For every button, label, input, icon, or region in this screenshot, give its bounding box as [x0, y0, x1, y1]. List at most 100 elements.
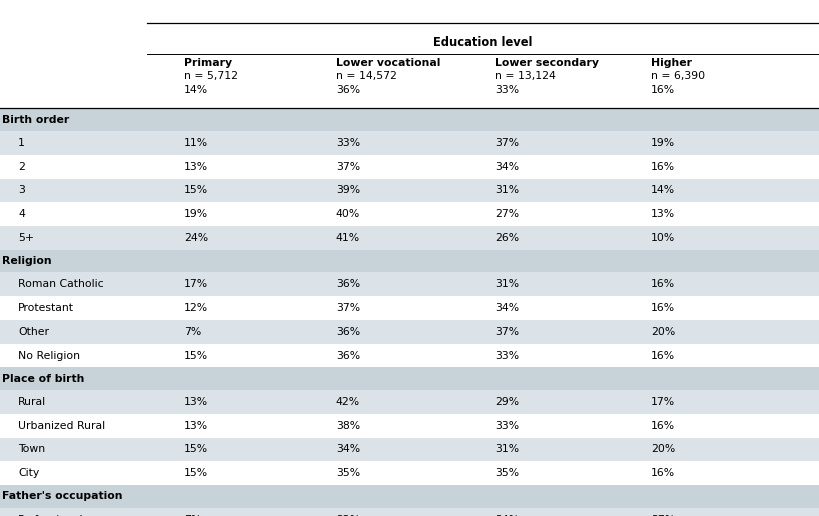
Text: 35%: 35%	[336, 468, 360, 478]
Text: 16%: 16%	[651, 85, 675, 94]
Text: 7%: 7%	[184, 514, 201, 516]
Text: 19%: 19%	[184, 209, 208, 219]
Text: 33%: 33%	[495, 350, 519, 361]
Bar	[0, 202, 819, 226]
Text: 16%: 16%	[651, 303, 675, 313]
Text: Lower secondary: Lower secondary	[495, 58, 600, 68]
Bar	[0, 272, 819, 296]
Text: 26%: 26%	[495, 233, 519, 243]
Text: 7%: 7%	[184, 327, 201, 337]
Bar	[0, 108, 819, 131]
Bar	[0, 155, 819, 179]
Text: Higher: Higher	[651, 58, 692, 68]
Text: 41%: 41%	[336, 233, 360, 243]
Text: 35%: 35%	[495, 468, 519, 478]
Text: 16%: 16%	[651, 162, 675, 172]
Text: 24%: 24%	[184, 233, 208, 243]
Text: 36%: 36%	[336, 85, 360, 94]
Text: 17%: 17%	[184, 279, 208, 289]
Text: Education level: Education level	[433, 36, 533, 49]
Text: Urbanized Rural: Urbanized Rural	[18, 421, 105, 431]
Text: 15%: 15%	[184, 350, 208, 361]
Text: 14%: 14%	[184, 85, 208, 94]
Text: 22%: 22%	[336, 514, 360, 516]
Bar	[0, 390, 819, 414]
Text: 34%: 34%	[336, 444, 360, 455]
Text: 34%: 34%	[495, 514, 519, 516]
Text: 37%: 37%	[495, 138, 519, 148]
Text: 16%: 16%	[651, 350, 675, 361]
Bar	[0, 485, 819, 508]
Text: 5+: 5+	[18, 233, 34, 243]
Text: 29%: 29%	[495, 397, 519, 407]
Text: City: City	[18, 468, 39, 478]
Text: 16%: 16%	[651, 468, 675, 478]
Text: Protestant: Protestant	[18, 303, 74, 313]
Text: 1: 1	[18, 138, 25, 148]
Text: Roman Catholic: Roman Catholic	[18, 279, 104, 289]
Text: 36%: 36%	[336, 350, 360, 361]
Text: 31%: 31%	[495, 185, 519, 196]
Bar	[0, 414, 819, 438]
Text: 37%: 37%	[336, 162, 360, 172]
Text: 40%: 40%	[336, 209, 360, 219]
Text: 20%: 20%	[651, 444, 676, 455]
Text: No Religion: No Religion	[18, 350, 80, 361]
Text: 13%: 13%	[184, 397, 208, 407]
Text: 19%: 19%	[651, 138, 675, 148]
Text: 33%: 33%	[495, 85, 519, 94]
Text: 15%: 15%	[184, 468, 208, 478]
Text: 3: 3	[18, 185, 25, 196]
Text: 10%: 10%	[651, 233, 676, 243]
Text: 36%: 36%	[336, 279, 360, 289]
Text: Professional: Professional	[18, 514, 84, 516]
Text: 20%: 20%	[651, 327, 676, 337]
Bar	[0, 296, 819, 320]
Bar	[0, 344, 819, 367]
Text: 37%: 37%	[336, 303, 360, 313]
Bar	[0, 461, 819, 485]
Bar	[0, 250, 819, 272]
Text: 12%: 12%	[184, 303, 208, 313]
Text: 13%: 13%	[184, 421, 208, 431]
Text: n = 14,572: n = 14,572	[336, 71, 396, 81]
Bar	[0, 438, 819, 461]
Text: 33%: 33%	[495, 421, 519, 431]
Text: Town: Town	[18, 444, 45, 455]
Text: n = 5,712: n = 5,712	[184, 71, 238, 81]
Text: 16%: 16%	[651, 421, 675, 431]
Text: 27%: 27%	[495, 209, 519, 219]
Bar	[0, 367, 819, 390]
Text: n = 13,124: n = 13,124	[495, 71, 556, 81]
Text: 34%: 34%	[495, 162, 519, 172]
Text: n = 6,390: n = 6,390	[651, 71, 705, 81]
Text: 15%: 15%	[184, 185, 208, 196]
Bar	[0, 320, 819, 344]
Text: Lower vocational: Lower vocational	[336, 58, 440, 68]
Text: Birth order: Birth order	[2, 115, 69, 125]
Text: 13%: 13%	[651, 209, 675, 219]
Text: Rural: Rural	[18, 397, 46, 407]
Text: 39%: 39%	[336, 185, 360, 196]
Text: 2: 2	[18, 162, 25, 172]
Bar	[0, 131, 819, 155]
Text: Other: Other	[18, 327, 49, 337]
Text: 38%: 38%	[336, 421, 360, 431]
Text: Religion: Religion	[2, 256, 52, 266]
Text: 15%: 15%	[184, 444, 208, 455]
Text: 37%: 37%	[651, 514, 675, 516]
Bar	[0, 179, 819, 202]
Bar	[0, 508, 819, 516]
Text: 4: 4	[18, 209, 25, 219]
Text: 31%: 31%	[495, 444, 519, 455]
Text: 42%: 42%	[336, 397, 360, 407]
Text: 36%: 36%	[336, 327, 360, 337]
Text: 13%: 13%	[184, 162, 208, 172]
Text: Father's occupation: Father's occupation	[2, 491, 122, 502]
Text: 14%: 14%	[651, 185, 675, 196]
Text: 16%: 16%	[651, 279, 675, 289]
Bar	[0, 226, 819, 250]
Text: 31%: 31%	[495, 279, 519, 289]
Text: 33%: 33%	[336, 138, 360, 148]
Text: Primary: Primary	[184, 58, 233, 68]
